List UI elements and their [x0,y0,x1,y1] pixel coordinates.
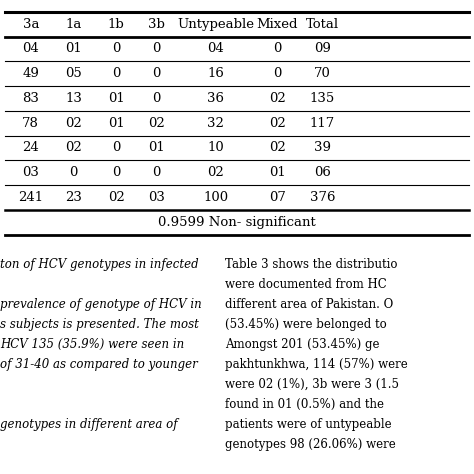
Text: 03: 03 [148,191,165,204]
Text: 36: 36 [207,92,224,105]
Text: 39: 39 [314,142,331,155]
Text: 05: 05 [65,67,82,80]
Text: 09: 09 [314,43,331,55]
Text: 06: 06 [314,166,331,179]
Text: 02: 02 [269,142,286,155]
Text: 70: 70 [314,67,331,80]
Text: 02: 02 [65,117,82,130]
Text: 02: 02 [207,166,224,179]
Text: 32: 32 [207,117,224,130]
Text: 0: 0 [152,43,161,55]
Text: 0.9599 Non- significant: 0.9599 Non- significant [158,216,316,229]
Text: 16: 16 [207,67,224,80]
Text: 0: 0 [152,92,161,105]
Text: 49: 49 [22,67,39,80]
Text: (53.45%) were belonged to: (53.45%) were belonged to [225,318,387,331]
Text: genotypes 98 (26.06%) were: genotypes 98 (26.06%) were [225,438,396,450]
Text: Amongst 201 (53.45%) ge: Amongst 201 (53.45%) ge [225,338,380,351]
Text: 01: 01 [65,43,82,55]
Text: 241: 241 [18,191,44,204]
Text: 03: 03 [22,166,39,179]
Text: were 02 (1%), 3b were 3 (1.5: were 02 (1%), 3b were 3 (1.5 [225,378,399,391]
Text: 117: 117 [310,117,335,130]
Text: HCV 135 (35.9%) were seen in: HCV 135 (35.9%) were seen in [0,338,184,351]
Text: 04: 04 [207,43,224,55]
Text: 13: 13 [65,92,82,105]
Text: 02: 02 [148,117,165,130]
Text: 02: 02 [269,92,286,105]
Text: 0: 0 [112,142,120,155]
Text: of 31-40 as compared to younger: of 31-40 as compared to younger [0,358,198,371]
Text: s subjects is presented. The most: s subjects is presented. The most [0,318,199,331]
Text: 24: 24 [22,142,39,155]
Text: 01: 01 [148,142,165,155]
Text: 0: 0 [273,43,282,55]
Text: Untypeable: Untypeable [177,18,254,31]
Text: 0: 0 [152,67,161,80]
Text: patients were of untypeable: patients were of untypeable [225,418,392,430]
Text: 100: 100 [203,191,228,204]
Text: were documented from HC: were documented from HC [225,278,387,291]
Text: 0: 0 [112,166,120,179]
Text: found in 01 (0.5%) and the: found in 01 (0.5%) and the [225,398,384,410]
Text: 23: 23 [65,191,82,204]
Text: 0: 0 [112,67,120,80]
Text: 02: 02 [65,142,82,155]
Text: 0: 0 [69,166,78,179]
Text: 02: 02 [108,191,125,204]
Text: 0: 0 [112,43,120,55]
Text: 376: 376 [310,191,335,204]
Text: 1a: 1a [65,18,82,31]
Text: 01: 01 [108,92,125,105]
Text: 3a: 3a [23,18,39,31]
Text: 135: 135 [310,92,335,105]
Text: different area of Pakistan. O: different area of Pakistan. O [225,298,393,311]
Text: 3b: 3b [148,18,165,31]
Text: prevalence of genotype of HCV in: prevalence of genotype of HCV in [0,298,202,311]
Text: 02: 02 [269,117,286,130]
Text: 10: 10 [207,142,224,155]
Text: Total: Total [306,18,339,31]
Text: genotypes in different area of: genotypes in different area of [0,418,178,430]
Text: 1b: 1b [108,18,125,31]
Text: Table 3 shows the distributio: Table 3 shows the distributio [225,258,398,271]
Text: 0: 0 [152,166,161,179]
Text: 01: 01 [269,166,286,179]
Text: 04: 04 [22,43,39,55]
Text: Mixed: Mixed [256,18,298,31]
Text: 0: 0 [273,67,282,80]
Text: 83: 83 [22,92,39,105]
Text: ton of HCV genotypes in infected: ton of HCV genotypes in infected [0,258,199,271]
Text: 01: 01 [108,117,125,130]
Text: pakhtunkhwa, 114 (57%) were: pakhtunkhwa, 114 (57%) were [225,358,408,371]
Text: 78: 78 [22,117,39,130]
Text: 07: 07 [269,191,286,204]
